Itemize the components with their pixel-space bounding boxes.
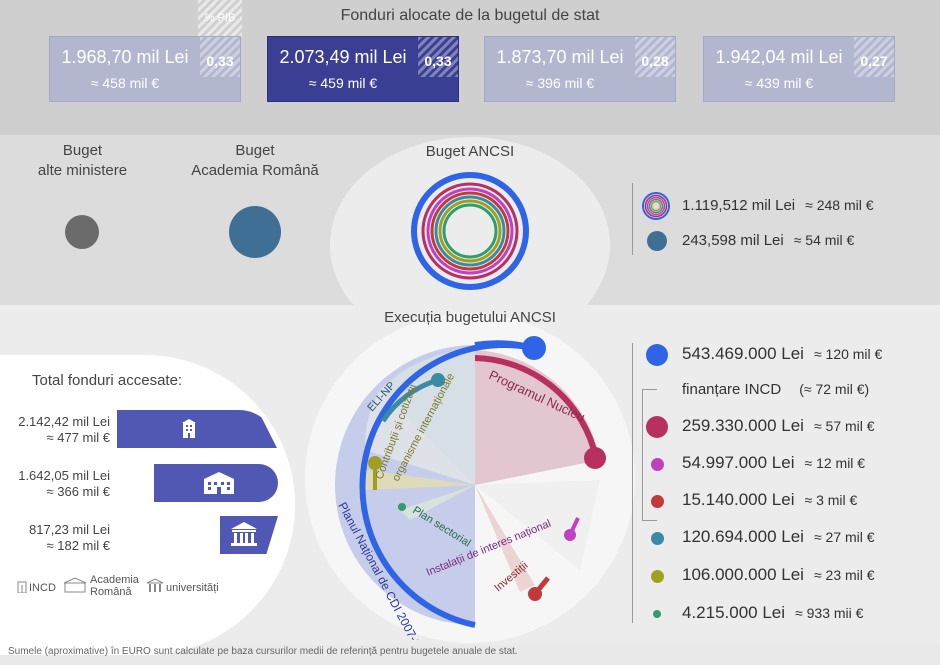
legend-dot	[650, 457, 664, 471]
legend-lei: 543.469.000 Lei	[682, 344, 804, 363]
year-lei: 2.073,49 mil Lei	[279, 47, 407, 67]
year-lei: 1.942,04 mil Lei	[715, 47, 843, 67]
allocations-title: Fonduri alocate de la bugetul de stat	[340, 7, 600, 24]
academy-value: 1.642,05 mil Lei ≈ 366 mil €	[18, 468, 110, 499]
other-ministries-dot	[65, 215, 99, 249]
inst-knob	[564, 529, 576, 541]
incd-legend-label: INCD	[29, 582, 56, 594]
sector-dark-gap	[475, 480, 600, 570]
year-eur: ≈ 459 mil €	[308, 75, 378, 91]
incd-value: 2.142,42 mil Lei ≈ 477 mil €	[18, 414, 110, 445]
legend-eur: ≈ 120 mil €	[813, 346, 883, 362]
contrib-knob	[368, 456, 382, 470]
total-funds-card	[0, 355, 295, 655]
legend-lei: 4.215.000 Lei	[682, 603, 786, 622]
academy-building-icon	[204, 472, 234, 494]
pib-header: % PIB	[198, 0, 242, 40]
university-legend-label: universități	[166, 582, 219, 594]
legend-lei: 106.000.000 Lei	[682, 565, 804, 584]
footer-note: Sumele (aproximative) în EURO sunt calcu…	[8, 646, 518, 657]
plan-knob	[398, 503, 406, 511]
academy-label: Buget Academia Română	[191, 142, 319, 179]
legend-eur: ≈ 57 mil €	[813, 418, 875, 434]
legend-lei: 15.140.000 Lei	[682, 490, 795, 509]
year-pib: 0,33	[418, 37, 458, 77]
year-eur: ≈ 396 mil €	[525, 75, 595, 91]
legend-entry: 259.330.000 Lei ≈ 57 mil €	[682, 416, 875, 436]
year-box: 1.942,04 mil Lei ≈ 439 mil € 0,27	[703, 36, 895, 102]
legend-lei: 259.330.000 Lei	[682, 416, 804, 435]
incd-bar	[117, 410, 277, 448]
total-funds-title: Total fonduri accesate:	[32, 372, 183, 389]
blue-dot-icon	[647, 231, 667, 251]
eli-knob	[431, 373, 445, 387]
legend-dot	[650, 569, 664, 583]
sector-plan-sectorial	[400, 485, 475, 520]
legend-eur: ≈ 27 mil €	[813, 529, 875, 545]
legend-eur: ≈ 23 mil €	[813, 567, 875, 583]
legend-entry: 4.215.000 Lei ≈ 933 mii €	[682, 603, 863, 623]
sector-106	[365, 470, 475, 490]
year-box: 1.968,70 mil Lei ≈ 458 mil € 0,33	[49, 36, 241, 102]
legend-lei: 54.997.000 Lei	[682, 453, 795, 472]
legend-lei: 120.694.000 Lei	[682, 527, 804, 546]
execution-legend-divider	[632, 343, 633, 623]
rings-icon	[642, 192, 670, 220]
legend-entry: 106.000.000 Lei ≈ 23 mil €	[682, 565, 875, 585]
legend-dot	[646, 344, 668, 366]
legend-eur: ≈ 933 mii €	[795, 605, 864, 621]
year-box: 2.073,49 mil Lei ≈ 459 mil € 0,33	[267, 36, 459, 102]
legend-entry: 54.997.000 Lei ≈ 12 mil €	[682, 453, 865, 473]
sector-nucleu	[475, 350, 600, 485]
execution-title: Execuția bugetului ANCSI	[384, 309, 556, 326]
university-icon	[231, 522, 257, 546]
ancsi-label: Buget ANCSI	[425, 143, 515, 160]
legend-entry: 15.140.000 Lei ≈ 3 mil €	[682, 490, 857, 510]
year-lei: 1.968,70 mil Lei	[61, 47, 189, 67]
legend-dot	[650, 494, 664, 508]
year-box: 1.873,70 mil Lei ≈ 396 mil € 0,28	[484, 36, 676, 102]
sector-investitii	[475, 485, 535, 592]
university-legend-icon	[146, 578, 164, 592]
legend-dot	[646, 416, 668, 438]
academy-legend-label: Academia Română	[90, 574, 139, 598]
pncdi-arc	[359, 341, 534, 628]
legend-divider	[632, 183, 633, 255]
legend-entry: 120.694.000 Lei ≈ 27 mil €	[682, 527, 875, 547]
legend-eur: ≈ 12 mil €	[804, 455, 866, 471]
universities-value: 817,23 mil Lei ≈ 182 mil €	[29, 522, 110, 553]
nucleu-arc	[474, 355, 599, 459]
incd-legend-icon	[17, 581, 27, 593]
year-pib: 0,33	[200, 37, 240, 77]
nucleu-knob	[584, 447, 606, 469]
sector-eli	[364, 390, 475, 485]
year-eur: ≈ 439 mil €	[744, 75, 814, 91]
legend-entry: 543.469.000 Lei ≈ 120 mil €	[682, 344, 882, 364]
year-eur: ≈ 458 mil €	[90, 75, 160, 91]
year-pib: 0,27	[854, 37, 894, 77]
legend-eur: ≈ 3 mil €	[804, 492, 858, 508]
legend-dot	[653, 610, 661, 618]
inv-knob	[528, 587, 542, 601]
incd-bracket	[642, 389, 657, 521]
other-ministries-label: Buget alte ministere	[37, 142, 128, 179]
incd-building-icon	[182, 419, 196, 438]
year-pib: 0,28	[635, 37, 675, 77]
legend-dot	[650, 531, 664, 545]
year-lei: 1.873,70 mil Lei	[496, 47, 624, 67]
incd-label: finanțare INCD (≈ 72 mil €)	[682, 381, 870, 398]
execution-pie: Programul Nucleu ELI-NP Contribuții și c…	[335, 336, 606, 640]
academy-total-legend: 243,598 mil Lei ≈ 54 mil €	[682, 232, 855, 249]
academy-dot	[229, 206, 281, 258]
pncdi-knob	[522, 336, 546, 360]
ancsi-rings	[411, 172, 529, 290]
ancsi-total-legend: 1.119,512 mil Lei ≈ 248 mil €	[682, 197, 874, 214]
academy-legend-icon	[63, 577, 87, 593]
